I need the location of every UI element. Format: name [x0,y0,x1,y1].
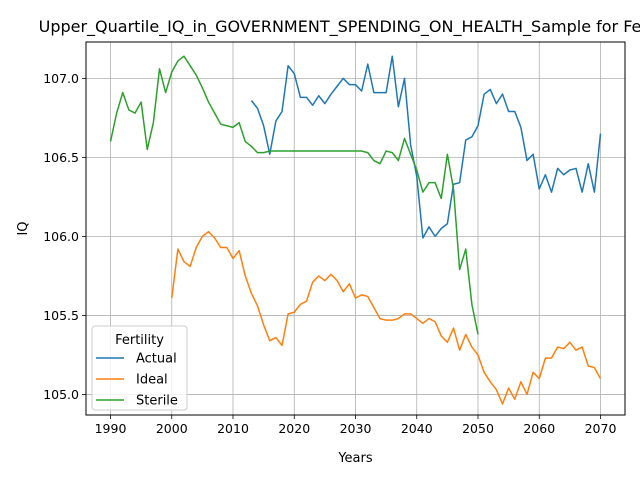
x-tick-label: 2020 [278,421,310,436]
x-tick-label: 2060 [523,421,555,436]
x-tick-label: 2000 [156,421,188,436]
series-line-ideal [171,230,602,405]
legend: Fertility Actual Ideal Sterile [91,325,188,411]
y-tick-label: 105.0 [43,387,79,402]
x-axis-label: Years [337,451,373,466]
x-tick-label: 2050 [462,421,494,436]
y-tick-label: 106.5 [43,150,79,165]
legend-box [91,325,188,411]
legend-label-sterile: Sterile [136,394,178,409]
legend-label-ideal: Ideal [136,373,168,388]
legend-title: Fertility [115,333,164,348]
y-tick-label: 105.5 [43,308,79,323]
chart-title: Upper_Quartile_IQ_in_GOVERNMENT_SPENDING… [39,17,640,37]
y-axis-label: IQ [16,221,31,235]
series-lines [109,55,602,405]
x-ticks: 1990 2000 2010 2020 2030 2040 2050 2060 2070 [95,415,617,436]
y-tick-label: 106.0 [43,229,79,244]
x-tick-label: 2030 [340,421,372,436]
series-line-actual [250,55,602,239]
x-tick-label: 2040 [401,421,433,436]
x-tick-label: 1990 [95,421,127,436]
y-ticks: 105.0 105.5 106.0 106.5 107.0 [43,71,86,402]
series-line-sterile [109,55,479,335]
x-tick-label: 2010 [217,421,249,436]
x-tick-label: 2070 [585,421,617,436]
legend-items: Actual Ideal Sterile [96,352,178,409]
plot-frame [85,41,626,416]
grid [86,42,625,415]
legend-label-actual: Actual [136,352,177,367]
y-tick-label: 107.0 [43,71,79,86]
